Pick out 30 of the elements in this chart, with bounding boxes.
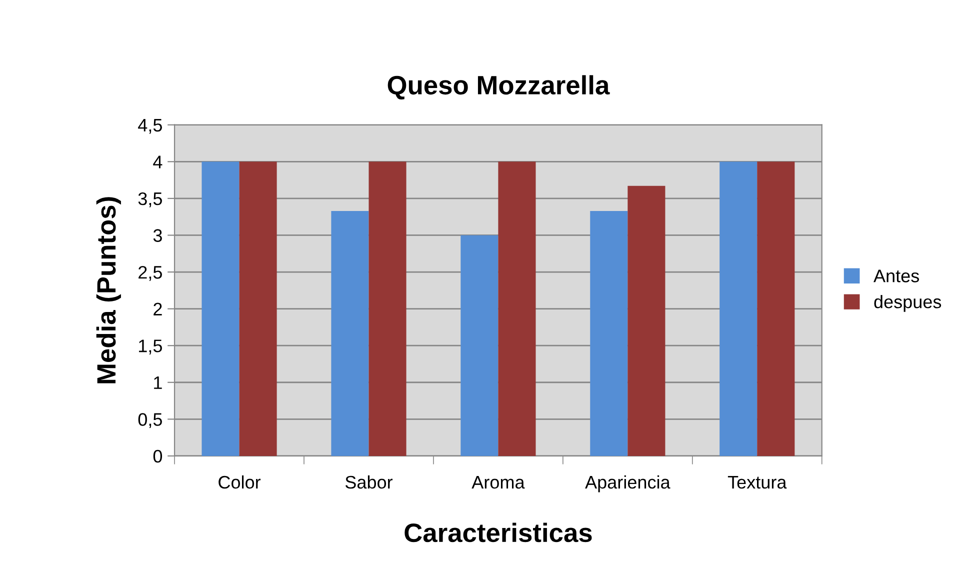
y-tick-label: 1,5 (139, 340, 162, 354)
y-tick-label: 2 (154, 302, 162, 316)
y-tick-label: 1 (154, 376, 162, 389)
bar (628, 186, 666, 456)
y-tick-label: 3,5 (138, 192, 162, 208)
bar (590, 210, 628, 456)
x-tick-label: Color (218, 475, 261, 489)
bar (239, 162, 277, 456)
bar (757, 162, 795, 456)
x-tick-label: Aroma (472, 476, 525, 489)
bar (368, 162, 406, 456)
x-tick-label: Sabor (345, 475, 393, 489)
y-tick-label: 3 (153, 229, 162, 242)
chart-title: Queso Mozzarella (388, 75, 610, 100)
y-axis-title: Media (Puntos) (96, 197, 121, 384)
bar (720, 162, 758, 456)
y-tick-label: 0 (153, 450, 162, 463)
x-axis-title: Caracteristicas (404, 522, 592, 542)
bar (202, 162, 240, 456)
y-tick-label: 4,5 (138, 118, 162, 134)
legend-label: Antes (874, 270, 919, 282)
bar (498, 162, 536, 456)
x-tick-label: Textura (728, 476, 787, 489)
y-tick-label: 4 (153, 156, 162, 168)
y-tick-label: 2,5 (138, 266, 162, 281)
legend-label: despues (874, 295, 942, 312)
x-tick-label: Apariencia (585, 475, 670, 492)
y-tick-label: 0,5 (138, 413, 162, 428)
bar (460, 235, 498, 456)
bar (331, 210, 369, 456)
